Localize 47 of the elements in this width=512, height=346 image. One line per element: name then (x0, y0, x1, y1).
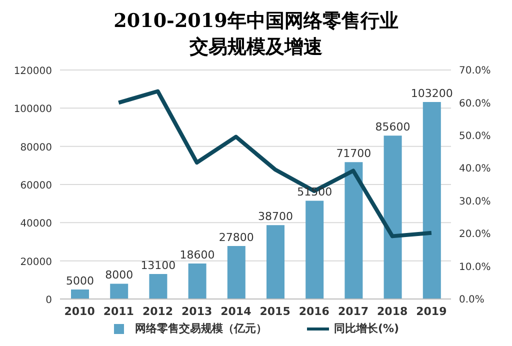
y2-tick-label: 40.0% (459, 164, 491, 175)
legend-label: 同比增长(%) (332, 321, 400, 336)
y-tick-label: 20000 (20, 256, 52, 268)
data-label: 13100 (140, 259, 176, 272)
y-tick-label: 100000 (14, 104, 52, 116)
bar (188, 264, 206, 299)
x-tick-label: 2018 (377, 304, 408, 318)
data-label: 103200 (410, 87, 453, 100)
chart-title: 2010-2019年中国网络零售行业交易规模及增速 (112, 9, 400, 60)
data-label: 18600 (180, 248, 215, 262)
bar (344, 162, 363, 299)
y2-tick-label: 60.0% (459, 98, 491, 110)
y2-tick-label: 70.0% (459, 66, 491, 77)
data-label: 85600 (375, 120, 410, 134)
x-tick-label: 2014 (220, 304, 252, 318)
y2-tick-label: 50.0% (459, 130, 491, 142)
bar (384, 136, 402, 299)
bar (266, 225, 284, 299)
x-tick-label: 2013 (182, 304, 212, 318)
data-label: 8000 (105, 268, 134, 282)
x-tick-label: 2010 (64, 304, 96, 318)
x-tick-label: 2012 (142, 304, 174, 318)
y2-tick-label: 0.0% (459, 294, 484, 306)
x-tick-label: 2015 (260, 304, 290, 318)
x-tick-label: 2019 (416, 304, 447, 318)
y-tick-label: 60000 (20, 180, 52, 192)
data-label: 5000 (66, 274, 94, 288)
y-tick-label: 40000 (20, 218, 52, 230)
y-tick-label: 80000 (20, 142, 52, 154)
data-label: 38700 (258, 210, 293, 224)
y-tick-label: 0 (46, 295, 52, 306)
bar (306, 200, 324, 299)
bar (422, 102, 441, 299)
x-tick-label: 2017 (338, 304, 369, 318)
y-tick-label: 120000 (14, 66, 52, 77)
y2-tick-label: 20.0% (459, 229, 491, 240)
legend-label: 网络零售交易规模（亿元） (134, 321, 267, 336)
x-tick-label: 2016 (298, 304, 330, 318)
bar (71, 289, 89, 299)
y2-tick-label: 30.0% (459, 196, 491, 208)
data-label: 27800 (218, 230, 254, 244)
data-label: 71700 (336, 147, 372, 160)
bar (110, 284, 128, 299)
y2-tick-label: 10.0% (459, 262, 491, 273)
x-tick-label: 2011 (103, 304, 134, 318)
bar (227, 246, 246, 299)
bar (149, 274, 168, 299)
